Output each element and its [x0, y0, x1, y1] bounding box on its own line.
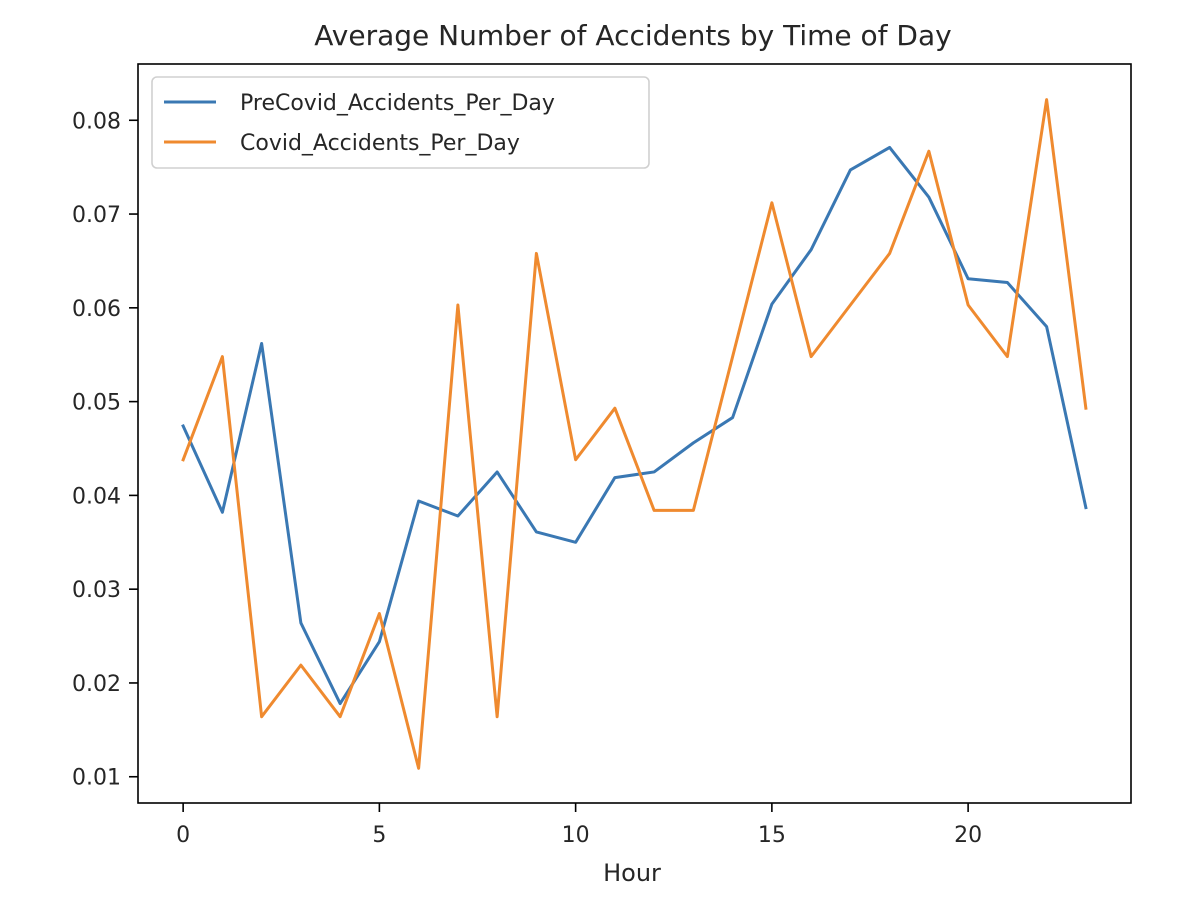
y-tick-label: 0.04 — [72, 484, 121, 509]
y-tick-label: 0.05 — [72, 391, 121, 416]
x-tick-label: 20 — [954, 823, 982, 848]
series-line-1 — [181, 98, 1088, 770]
legend-label-0: PreCovid_Accidents_Per_Day — [240, 91, 555, 116]
x-tick-label: 15 — [758, 823, 786, 848]
legend-label-1: Covid_Accidents_Per_Day — [240, 131, 520, 156]
y-tick-label: 0.08 — [72, 109, 121, 134]
x-tick-label: 5 — [372, 823, 386, 848]
y-tick-label: 0.03 — [72, 578, 121, 603]
y-tick-label: 0.07 — [72, 203, 121, 228]
x-tick-label: 10 — [562, 823, 590, 848]
y-tick-label: 0.06 — [72, 297, 121, 322]
chart-title: Average Number of Accidents by Time of D… — [314, 19, 951, 52]
series-line-0 — [181, 145, 1088, 706]
x-axis-title: Hour — [603, 859, 661, 887]
x-tick-label: 0 — [176, 823, 190, 848]
plot-area — [181, 98, 1088, 770]
legend-box — [151, 76, 650, 169]
axes-frame — [137, 63, 1132, 804]
axes: 0 5 10 15 20 0.01 0.02 0.03 0.04 0.05 0.06 0.07 0.08 — [72, 63, 1132, 848]
y-tick-label: 0.02 — [72, 672, 121, 697]
legend: PreCovid_Accidents_Per_Day Covid_Accident… — [151, 76, 650, 169]
y-tick-label: 0.01 — [72, 766, 121, 791]
